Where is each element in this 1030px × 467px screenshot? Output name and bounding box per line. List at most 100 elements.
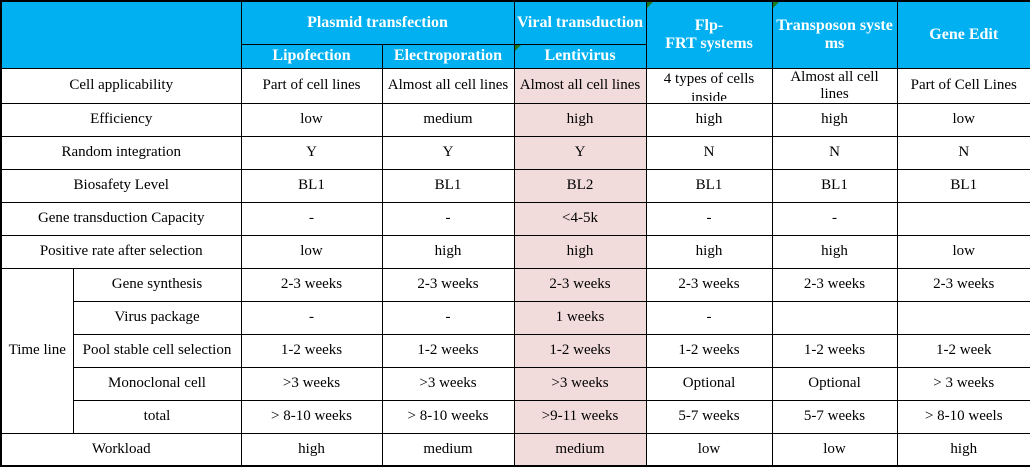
- col-header-flp-frt-systems: Flp- FRT systems: [645, 0, 773, 69]
- header-row-groups: Plasmid transfection Viral transduction …: [0, 0, 1030, 69]
- clipped-text: 4 types of cells inside: [663, 70, 755, 101]
- table-cell: 1 weeks: [513, 300, 647, 335]
- row-label: Positive rate after selection: [0, 234, 242, 269]
- table-cell: high: [896, 432, 1030, 467]
- table-cell: Part of cell lines: [240, 67, 383, 104]
- table-cell: >3 weeks: [381, 366, 515, 401]
- table-cell: BL1: [645, 168, 773, 203]
- col-header-lentivirus: Lentivirus: [513, 43, 647, 69]
- table-cell: 2-3 weeks: [771, 267, 898, 302]
- table-cell: BL1: [896, 168, 1030, 203]
- excel-flag-icon: [515, 45, 521, 51]
- header-row-subcolumns: Lipofection Electroporation Lentivirus: [1, 43, 1030, 69]
- table-row-random-integration: Random integration Y Y Y N N N: [0, 135, 1030, 170]
- table-row-cell-applicability: Cell applicability Part of cell lines Al…: [0, 67, 1030, 104]
- row-sublabel: Pool stable cell selection: [72, 333, 242, 368]
- table-cell: BL1: [771, 168, 898, 203]
- table-cell: -: [645, 300, 773, 335]
- table-row-monoclonal-cell: Monoclonal cell >3 weeks >3 weeks >3 wee…: [1, 366, 1030, 401]
- col-header-gene-edit: Gene Edit: [896, 0, 1030, 69]
- row-label: Cell applicability: [0, 67, 242, 104]
- table-cell: Almost all cell lines: [381, 67, 515, 104]
- table-cell: N: [896, 135, 1030, 170]
- excel-flag-icon: [647, 2, 653, 8]
- table-cell: high: [381, 234, 515, 269]
- table-cell: >3 weeks: [513, 366, 647, 401]
- table-cell: BL1: [381, 168, 515, 203]
- table-cell: > 8-10 weeks: [381, 399, 515, 434]
- table-row-gene-synthesis: Time line Gene synthesis 2-3 weeks 2-3 w…: [0, 267, 1030, 434]
- table-cell: Part of Cell Lines: [896, 67, 1030, 104]
- table-cell: -: [771, 201, 898, 236]
- table-cell: 2-3 weeks: [896, 267, 1030, 302]
- row-label: Gene transduction Capacity: [0, 201, 242, 236]
- table-cell: 2-3 weeks: [645, 267, 773, 302]
- col-header-label: Lentivirus: [544, 47, 616, 64]
- table-cell: >9-11 weeks: [513, 399, 647, 434]
- table-row-gene-transduction-capacity: Gene transduction Capacity - - <4-5k - -: [0, 201, 1030, 236]
- table-cell: 2-3 weeks: [240, 267, 383, 302]
- table-cell: medium: [513, 432, 647, 467]
- table-cell: > 8-10 weeks: [240, 399, 383, 434]
- table-cell: high: [240, 432, 383, 467]
- table-cell: medium: [381, 432, 515, 467]
- table-row-virus-package: Virus package - - 1 weeks -: [1, 300, 1030, 335]
- table-cell: BL1: [240, 168, 383, 203]
- table-cell: > 3 weeks: [896, 366, 1030, 401]
- row-sublabel: Monoclonal cell: [72, 366, 242, 401]
- table-cell: > 8-10 weels: [896, 399, 1030, 434]
- table-cell: 2-3 weeks: [513, 267, 647, 302]
- row-sublabel: total: [72, 399, 242, 434]
- col-header-label: Transposon syste ms: [776, 16, 893, 52]
- table-cell: 1-2 weeks: [513, 333, 647, 368]
- table-cell: [896, 201, 1030, 236]
- table-cell: 5-7 weeks: [771, 399, 898, 434]
- col-group-plasmid-transfection: Plasmid transfection: [240, 0, 515, 45]
- table-cell: -: [381, 201, 515, 236]
- row-sublabel: Gene synthesis: [72, 267, 242, 302]
- table-cell: 1-2 weeks: [771, 333, 898, 368]
- row-label: Workload: [0, 432, 242, 467]
- table-cell: 4 types of cells inside: [645, 67, 773, 104]
- row-sublabel: Virus package: [72, 300, 242, 335]
- table-cell: low: [240, 102, 383, 137]
- table-cell: 2-3 weeks: [381, 267, 515, 302]
- col-group-viral-transduction: Viral transduction: [513, 0, 647, 45]
- table-row-efficiency: Efficiency low medium high high high low: [0, 102, 1030, 137]
- table-cell: -: [381, 300, 515, 335]
- table-cell: high: [771, 234, 898, 269]
- table-cell: high: [645, 102, 773, 137]
- table-cell: 1-2 weeks: [240, 333, 383, 368]
- table-cell: high: [771, 102, 898, 137]
- table-cell: Almost all cell lines: [771, 67, 898, 104]
- table-cell: high: [513, 102, 647, 137]
- table-cell: low: [771, 432, 898, 467]
- table-cell: >3 weeks: [240, 366, 383, 401]
- table-cell: -: [240, 300, 383, 335]
- col-header-transposon-systems: Transposon syste ms: [771, 0, 898, 69]
- table-cell: 5-7 weeks: [645, 399, 773, 434]
- table-cell: 1-2 weeks: [381, 333, 515, 368]
- table-cell: -: [240, 201, 383, 236]
- table-cell: medium: [381, 102, 515, 137]
- table-row-total: total > 8-10 weeks > 8-10 weeks >9-11 we…: [1, 399, 1030, 434]
- table-cell: low: [645, 432, 773, 467]
- table-cell: 1-2 weeks: [645, 333, 773, 368]
- corner-cell: [0, 0, 242, 69]
- table-cell: low: [896, 234, 1030, 269]
- table-cell: low: [240, 234, 383, 269]
- table-cell: N: [771, 135, 898, 170]
- table-cell: Optional: [771, 366, 898, 401]
- table-cell: Y: [513, 135, 647, 170]
- col-header-lipofection: Lipofection: [240, 43, 383, 69]
- table-cell: Almost all cell lines: [513, 67, 647, 104]
- table-row-biosafety-level: Biosafety Level BL1 BL1 BL2 BL1 BL1 BL1: [0, 168, 1030, 203]
- row-label: Random integration: [0, 135, 242, 170]
- table-cell: BL2: [513, 168, 647, 203]
- col-header-label: Flp- FRT systems: [665, 16, 753, 52]
- row-label: Biosafety Level: [0, 168, 242, 203]
- table-cell: Y: [240, 135, 383, 170]
- excel-flag-icon: [773, 2, 779, 8]
- table-cell: N: [645, 135, 773, 170]
